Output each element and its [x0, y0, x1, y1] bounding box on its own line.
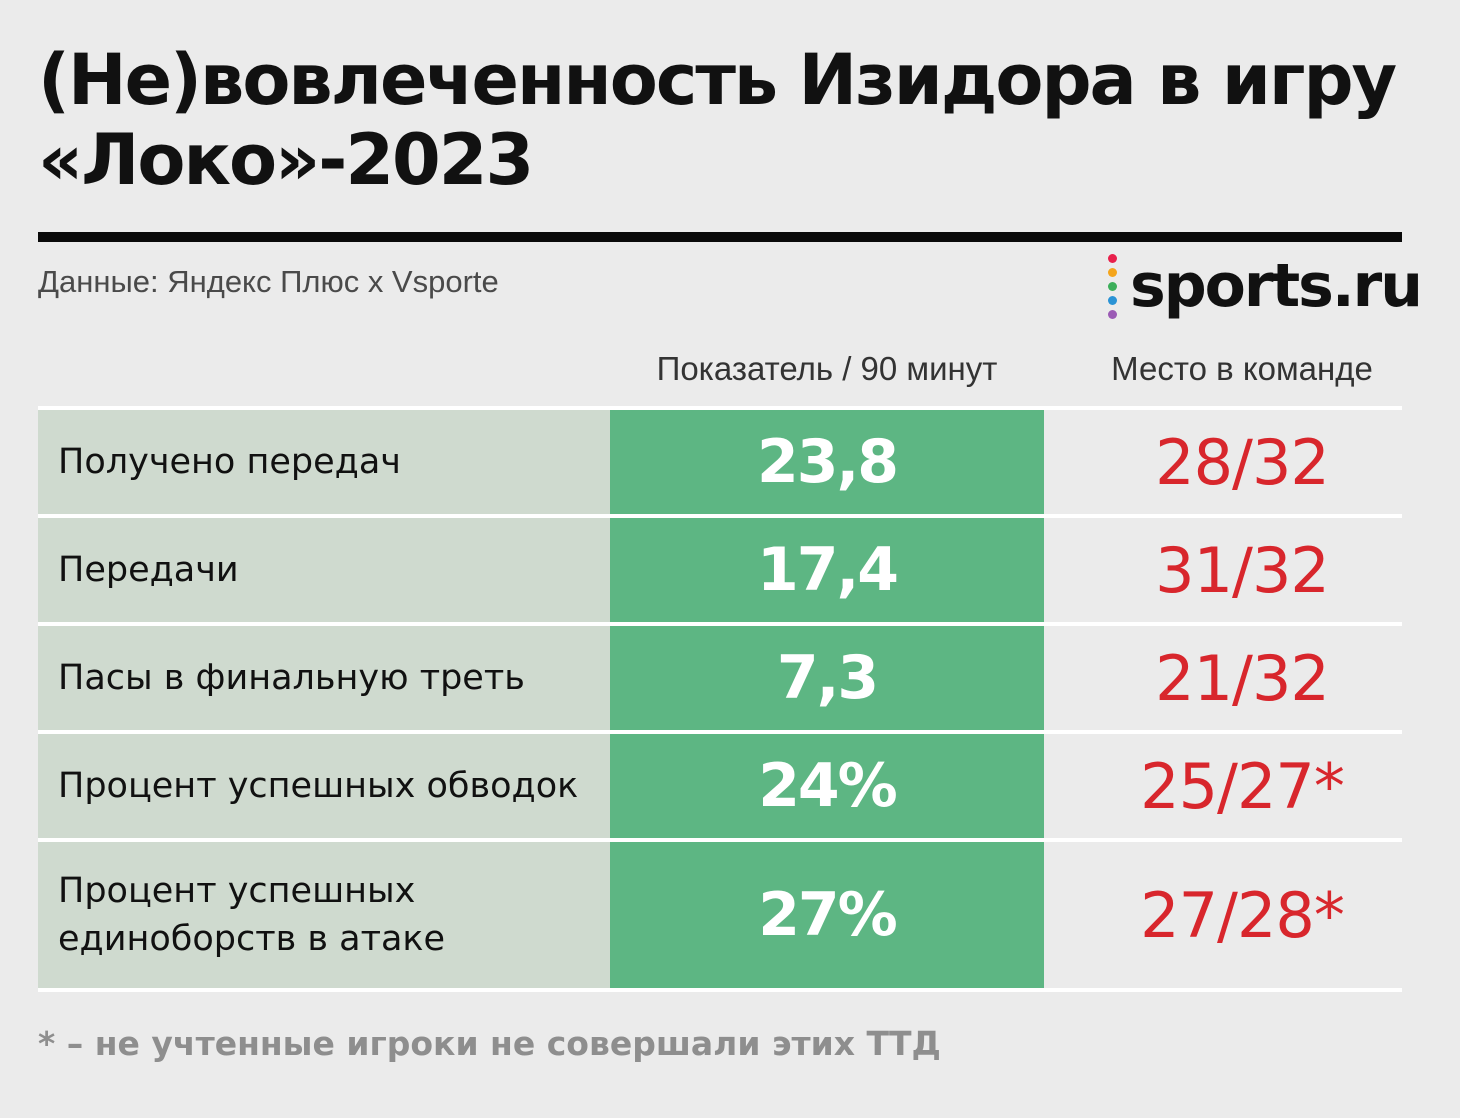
metric-value: 17,4: [610, 518, 1044, 622]
team-rank: 28/32: [1155, 425, 1330, 499]
team-rank: 21/32: [1155, 641, 1330, 715]
team-rank: 31/32: [1155, 533, 1330, 607]
footnote: * – не учтенные игроки не совершали этих…: [38, 1024, 941, 1063]
table-row: Передачи 17,4 31/32: [38, 514, 1402, 622]
column-header-value: Показатель / 90 минут: [656, 350, 998, 387]
logo-wordmark: sports.ru: [1130, 251, 1423, 321]
team-rank: 25/27*: [1140, 749, 1345, 823]
metric-value: 23,8: [610, 410, 1044, 514]
table-row: Процент успешных единоборств в атаке 27% 2…: [38, 838, 1402, 992]
metric-label: Получено передач: [38, 410, 610, 514]
metric-value: 24%: [610, 734, 1044, 838]
metric-label: Процент успешных единоборств в атаке: [38, 842, 610, 988]
metric-label: Пасы в финальную треть: [38, 626, 610, 730]
title-divider: [38, 232, 1402, 242]
logo-dot: [1108, 310, 1117, 319]
metric-value: 7,3: [610, 626, 1044, 730]
chart-title: (Не)вовлеченность Изидора в игру «Локо»-…: [38, 39, 1397, 201]
logo-dot: [1108, 296, 1117, 305]
metric-label: Процент успешных обводок: [38, 734, 610, 838]
data-source: Данные: Яндекс Плюс х Vsporte: [38, 264, 499, 299]
sports-ru-logo: sports.ru: [1106, 250, 1423, 326]
logo-dot: [1108, 268, 1117, 277]
logo-dots-icon: [1106, 254, 1118, 322]
column-header-rank: Место в команде: [1111, 350, 1373, 387]
table-row: Получено передач 23,8 28/32: [38, 406, 1402, 514]
metric-value: 27%: [610, 842, 1044, 988]
team-rank: 27/28*: [1140, 878, 1345, 952]
logo-dot: [1108, 254, 1117, 263]
metric-label: Передачи: [38, 518, 610, 622]
table-row: Процент успешных обводок 24% 25/27*: [38, 730, 1402, 838]
logo-dot: [1108, 282, 1117, 291]
table-row: Пасы в финальную треть 7,3 21/32: [38, 622, 1402, 730]
